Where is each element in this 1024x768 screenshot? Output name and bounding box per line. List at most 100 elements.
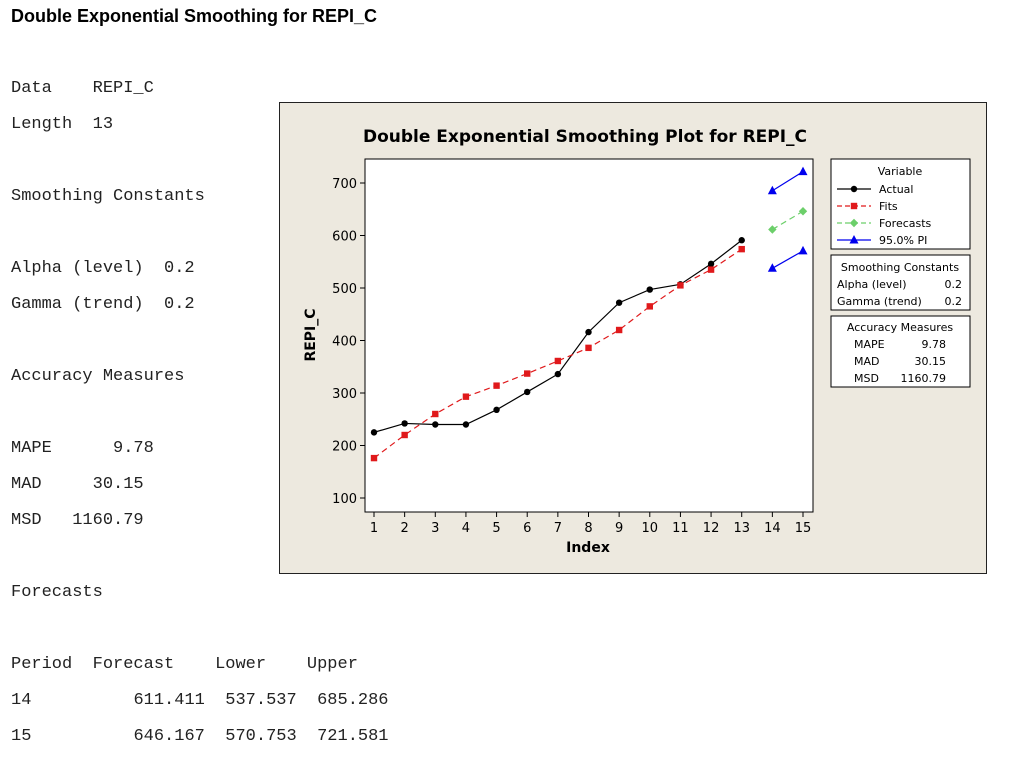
x-tick-label: 7 xyxy=(554,521,562,536)
point-fits xyxy=(370,454,378,462)
x-tick-label: 4 xyxy=(462,521,470,536)
legend-marker-forecasts xyxy=(849,218,859,228)
forecast-table-row: 15 646.167 570.753 721.581 xyxy=(11,727,389,746)
legend-label-forecasts: Forecasts xyxy=(879,217,932,230)
y-tick-label: 300 xyxy=(332,387,357,402)
point-actual xyxy=(432,421,439,428)
point-actual xyxy=(646,286,653,293)
x-tick-label: 8 xyxy=(584,521,592,536)
accuracy-box-mape-label: MAPE xyxy=(854,338,885,351)
y-tick-label: 400 xyxy=(332,335,357,350)
data-value: REPI_C xyxy=(92,79,154,98)
row-upper: 685.286 xyxy=(317,691,389,710)
smoothing-header: Smoothing Constants xyxy=(11,187,205,206)
row-period: 15 xyxy=(11,727,32,746)
row-lower: 570.753 xyxy=(225,727,297,746)
alpha-label: Alpha (level) xyxy=(11,259,144,278)
mad-value: 30.15 xyxy=(92,475,144,494)
point-actual xyxy=(493,406,500,413)
series-line-forecasts xyxy=(772,210,804,231)
data-label: Data xyxy=(11,79,52,98)
msd-line: MSD 1160.79 xyxy=(11,511,144,530)
x-tick-label: 6 xyxy=(523,521,531,536)
accuracy-box-mape-value: 9.78 xyxy=(922,338,947,351)
legend-marker-actual xyxy=(850,185,858,193)
mad-line: MAD 30.15 xyxy=(11,475,144,494)
point-actual xyxy=(524,388,531,396)
mape-line: MAPE 9.78 xyxy=(11,439,154,458)
msd-label: MSD xyxy=(11,511,42,530)
point-fits xyxy=(738,245,745,253)
legend-marker-95-0-pi xyxy=(849,235,859,244)
mape-label: MAPE xyxy=(11,439,52,458)
point-actual xyxy=(370,429,378,436)
point-fits xyxy=(554,357,562,365)
point-actual xyxy=(401,420,408,427)
row-forecast: 611.411 xyxy=(133,691,205,710)
legend-marker-fits xyxy=(850,202,858,210)
alpha-line: Alpha (level) 0.2 xyxy=(11,259,195,278)
point-forecasts xyxy=(798,207,808,216)
smoothing-constants-box: Smoothing Constants Alpha (level) 0.2 Ga… xyxy=(830,254,971,311)
forecasts-header: Forecasts xyxy=(11,583,103,602)
x-tick-label: 2 xyxy=(401,521,409,536)
point-actual xyxy=(554,370,562,378)
forecast-table-header: Period Forecast Lower Upper xyxy=(11,655,358,674)
y-tick-label: 700 xyxy=(332,177,357,192)
smoothing-box-frame xyxy=(830,254,971,311)
point-actual xyxy=(707,260,715,268)
point-fits xyxy=(677,282,684,289)
legend-label-fits: Fits xyxy=(879,200,898,213)
row-lower: 537.537 xyxy=(225,691,297,710)
accuracy-box-title: Accuracy Measures xyxy=(847,321,953,334)
point-fits xyxy=(401,431,408,439)
smoothing-plot: Double Exponential Smoothing Plot for RE… xyxy=(303,127,971,556)
y-axis-label: REPI_C xyxy=(303,308,319,361)
y-tick-label: 100 xyxy=(332,492,357,507)
x-tick-label: 15 xyxy=(795,521,812,536)
accuracy-box-msd-label: MSD xyxy=(854,372,879,385)
plot-area xyxy=(364,158,814,513)
x-tick-label: 13 xyxy=(733,521,750,536)
length-value: 13 xyxy=(92,115,114,134)
alpha-value: 0.2 xyxy=(164,259,195,278)
point-95-0-pi xyxy=(798,245,808,255)
point-fits xyxy=(585,344,592,352)
accuracy-box-mad-value: 30.15 xyxy=(915,355,947,368)
x-tick-label: 1 xyxy=(370,521,378,536)
y-tick-label: 600 xyxy=(332,230,357,245)
x-tick-label: 5 xyxy=(492,521,500,536)
accuracy-measures-box: Accuracy Measures MAPE 9.78 MAD 30.15 MS… xyxy=(830,315,971,388)
y-tick-label: 200 xyxy=(332,440,357,455)
legend-label-95-0-pi: 95.0% PI xyxy=(879,234,927,247)
row-period: 14 xyxy=(11,691,32,710)
legend: Variable Actual Fits Forecasts 95.0% PI xyxy=(830,158,971,250)
gamma-line: Gamma (trend) 0.2 xyxy=(11,295,195,314)
point-fits xyxy=(432,410,439,418)
x-tick-label: 14 xyxy=(764,521,781,536)
gamma-value: 0.2 xyxy=(164,295,195,314)
graph-window: Double Exponential Smoothing Plot for RE… xyxy=(279,102,987,574)
y-tick-label: 500 xyxy=(332,282,357,297)
accuracy-header: Accuracy Measures xyxy=(11,367,185,386)
header-lower: Lower xyxy=(215,655,267,674)
accuracy-box-frame xyxy=(830,315,971,388)
length-line: Length 13 xyxy=(11,115,113,134)
point-fits xyxy=(646,303,653,310)
point-95-0-pi xyxy=(798,166,808,176)
point-fits xyxy=(707,266,715,273)
x-tick-label: 3 xyxy=(431,521,439,536)
header-upper: Upper xyxy=(306,655,358,674)
msd-value: 1160.79 xyxy=(72,511,144,530)
accuracy-box-msd-value: 1160.79 xyxy=(901,372,947,385)
smoothing-box-alpha-label: Alpha (level) xyxy=(837,278,907,291)
smoothing-box-title: Smoothing Constants xyxy=(841,261,959,274)
legend-label-actual: Actual xyxy=(879,183,913,196)
series-line-95-0-pi xyxy=(772,171,804,192)
point-actual xyxy=(462,421,470,428)
point-actual xyxy=(615,299,623,306)
header-period: Period xyxy=(11,655,73,674)
row-forecast: 646.167 xyxy=(133,727,205,746)
point-fits xyxy=(493,382,500,389)
gamma-label: Gamma (trend) xyxy=(11,295,144,314)
